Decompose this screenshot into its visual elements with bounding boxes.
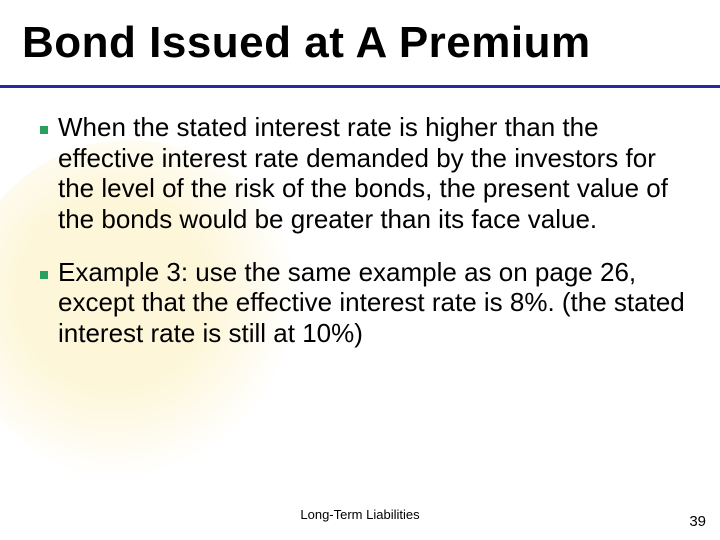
slide-body: When the stated interest rate is higher …	[30, 112, 690, 371]
square-bullet-icon	[30, 257, 58, 279]
bullet-text: When the stated interest rate is higher …	[58, 112, 690, 235]
bullet-text: Example 3: use the same example as on pa…	[58, 257, 690, 349]
page-number: 39	[689, 513, 706, 530]
slide-footer: Long-Term Liabilities	[0, 507, 720, 522]
square-bullet-icon	[30, 112, 58, 134]
bullet-item: Example 3: use the same example as on pa…	[30, 257, 690, 349]
title-underline	[0, 85, 720, 88]
slide-title: Bond Issued at A Premium	[22, 18, 591, 68]
bullet-item: When the stated interest rate is higher …	[30, 112, 690, 235]
